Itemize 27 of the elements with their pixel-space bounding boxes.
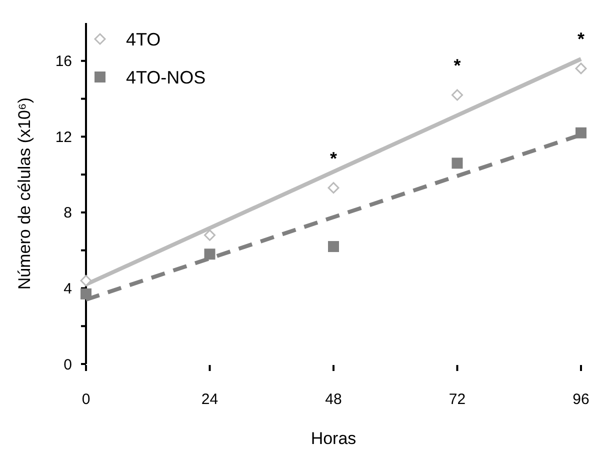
x-tick-label: 72 (448, 391, 466, 408)
y-tick-label: 4 (64, 280, 72, 298)
y-tick-label: 8 (64, 204, 72, 222)
point (328, 182, 340, 194)
x-tick-label: 96 (572, 391, 590, 408)
point (452, 158, 463, 169)
x-tick-label: 24 (201, 391, 218, 408)
annotation: * (454, 56, 461, 76)
point (204, 248, 216, 260)
y-tick-label: 0 (64, 356, 72, 374)
x-tick-label: 48 (325, 391, 342, 408)
point (576, 127, 586, 138)
legend-label: 4TO (126, 29, 161, 50)
point (80, 274, 92, 286)
point (575, 62, 587, 74)
y-tick-label: 12 (55, 128, 72, 146)
point (204, 229, 216, 241)
x-axis-title: Horas (310, 429, 356, 448)
annotation: * (577, 29, 585, 50)
y-tick-label: 16 (55, 53, 72, 70)
legend-label: 4TO-NOS (126, 67, 206, 88)
point (328, 241, 339, 252)
annotation: * (330, 148, 338, 168)
point (80, 288, 92, 300)
x-tick-label: 0 (82, 391, 90, 408)
y-axis-title: Número de células (x10⁶) (15, 97, 34, 290)
point (452, 89, 463, 101)
